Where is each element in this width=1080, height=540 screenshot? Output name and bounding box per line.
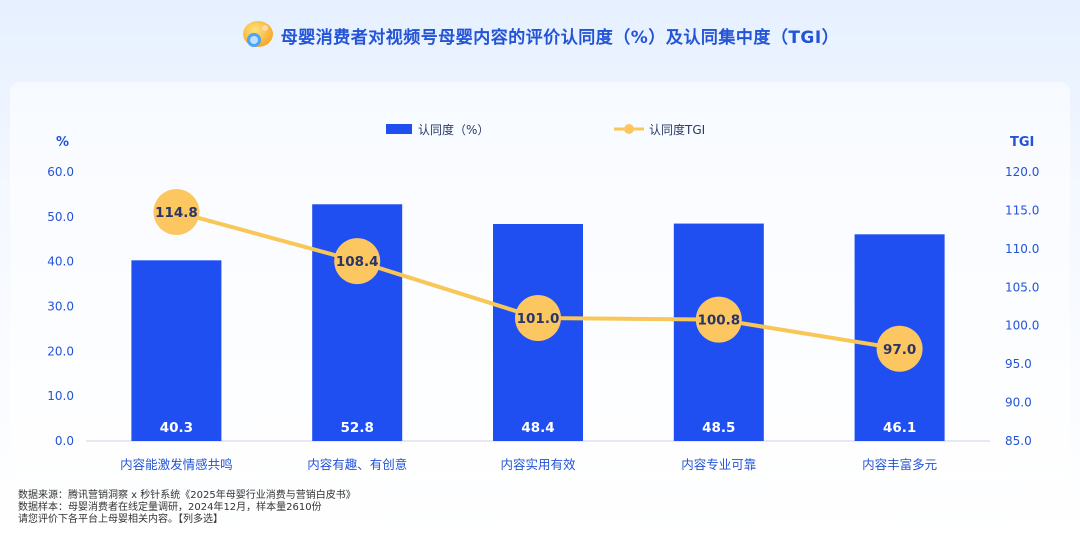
y-right-tick-label: 90.0 <box>1005 396 1032 410</box>
y-right-tick-label: 85.0 <box>1005 434 1032 448</box>
legend-bar-swatch <box>386 124 412 134</box>
tgi-marker <box>334 238 381 285</box>
chart-title: 母婴消费者对视频号母婴内容的评价认同度（%）及认同集中度（TGI） <box>280 27 840 48</box>
bar-data-label: 52.8 <box>341 420 374 436</box>
y-left-tick-label: 20.0 <box>47 344 74 358</box>
tgi-data-label: 108.4 <box>336 254 379 270</box>
tgi-marker <box>515 295 561 342</box>
y-right-tick-label: 120.0 <box>1005 165 1039 179</box>
x-tick-label: 内容能激发情感共鸣 <box>120 457 233 472</box>
y-right-tick-label: 100.0 <box>1005 319 1039 333</box>
legend: 认同度（%） 认同度TGI <box>386 122 705 137</box>
y-left-tick-label: 60.0 <box>47 165 74 179</box>
bar-series: 40.3 52.8 48.4 48.5 46.1 <box>131 204 945 441</box>
tgi-data-label: 114.8 <box>155 205 198 221</box>
y-left-tick-label: 40.0 <box>47 255 74 269</box>
tgi-marker <box>876 325 923 372</box>
y-right-tick-label: 110.0 <box>1005 242 1039 256</box>
chart: 认同度（%） 认同度TGI % TGI 0.0 10.0 20.0 30.0 40.0 5… <box>47 122 1039 472</box>
x-tick-label: 内容丰富多元 <box>862 457 937 472</box>
y-right-tick-label: 105.0 <box>1005 280 1039 294</box>
footer-sample: 数据样本：母婴消费者在线定量调研，2024年12月，样本量2610份 <box>18 502 322 513</box>
footer: 数据来源：腾讯营销洞察 x 秒针系统《2025年母婴行业消费与营销白皮书》 数据… <box>18 490 356 526</box>
footer-source: 数据来源：腾讯营销洞察 x 秒针系统《2025年母婴行业消费与营销白皮书》 <box>18 490 356 501</box>
tgi-data-label: 100.8 <box>697 313 740 329</box>
tgi-marker <box>153 188 200 235</box>
bar-data-label: 48.4 <box>521 420 554 436</box>
y-left-tick-label: 0.0 <box>55 434 74 448</box>
tgi-data-label: 97.0 <box>883 342 916 358</box>
legend-bar-label: 认同度（%） <box>418 122 489 137</box>
y-left-tick-label: 10.0 <box>47 389 74 403</box>
x-tick-label: 内容有趣、有创意 <box>307 457 407 472</box>
y-right-tick-label: 95.0 <box>1005 357 1032 371</box>
y-right-tick-label: 115.0 <box>1005 203 1039 217</box>
header: 母婴消费者对视频号母婴内容的评价认同度（%）及认同集中度（TGI） <box>0 0 1080 70</box>
x-tick-label: 内容专业可靠 <box>681 457 756 472</box>
bar-data-label: 40.3 <box>160 420 193 436</box>
legend-line-label: 认同度TGI <box>649 122 705 137</box>
legend-line-marker <box>624 124 634 134</box>
baby-pacifier-logo-icon <box>242 21 273 47</box>
footer-question: 请您评价下各平台上母婴相关内容。【列多选】 <box>18 514 223 525</box>
bar-data-label: 48.5 <box>702 420 735 436</box>
tgi-marker <box>695 296 742 343</box>
bar-data-label: 46.1 <box>883 420 916 436</box>
x-tick-label: 内容实用有效 <box>500 457 576 472</box>
y-axis-right-label: TGI <box>1010 135 1034 150</box>
tgi-data-label: 101.0 <box>517 311 560 327</box>
y-left-tick-label: 50.0 <box>47 210 74 224</box>
bar <box>131 260 222 441</box>
line-series: 114.8 108.4 101.0 100.8 97.0 <box>153 188 923 372</box>
y-axis-left-label: % <box>56 135 69 150</box>
y-left-tick-label: 30.0 <box>47 300 74 314</box>
